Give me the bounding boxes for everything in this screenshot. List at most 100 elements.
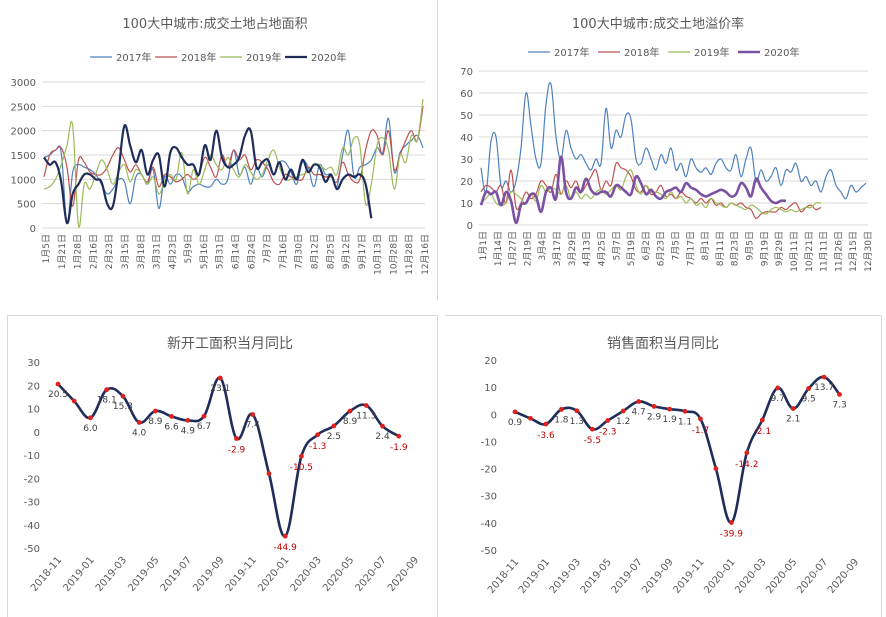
data-point [299,453,304,459]
chart-title: 100大中城市:成交土地溢价率 [572,16,744,32]
data-point [152,408,158,414]
data-label: 6.7 [197,422,211,432]
data-point [667,406,672,412]
data-point [363,403,369,408]
data-label: 1.2 [616,417,630,427]
panel-border [437,315,438,617]
x-tick-label: 1月14日 [493,231,504,266]
x-tick-label: 2018-11 [486,557,521,596]
x-tick-label: 2019-07 [610,557,645,596]
y-tick-label: -40 [481,519,497,530]
series-line [514,375,841,524]
legend-label: 2018年 [181,51,216,64]
y-tick-label: 500 [17,200,36,211]
data-point [234,436,239,441]
x-tick-label: 9月29日 [774,231,785,266]
data-point [266,471,272,476]
x-tick-label: 2020-01 [256,555,291,594]
x-tick-label: 3月31日 [152,234,163,269]
data-label: 2.4 [375,432,390,442]
x-tick-label: 2019-07 [159,555,194,594]
x-tick-label: 9月19日 [759,231,770,266]
panel-border [445,315,881,316]
y-tick-label: 10 [460,199,473,210]
x-tick-label: 7月7日 [262,234,273,263]
data-point [55,381,61,387]
data-point [104,387,110,393]
data-label: 18.1 [97,396,117,406]
y-tick-label: 0 [467,221,473,232]
x-tick-label: 2019-01 [517,557,552,596]
data-label: -5.5 [583,436,601,446]
x-tick-label: 4月25日 [597,231,608,266]
panel-border [881,315,882,617]
x-tick-label: 5月31日 [215,234,226,269]
y-tick-label: 40 [460,133,473,144]
y-tick-label: 20 [460,177,473,188]
x-tick-label: 12月30日 [863,231,874,272]
data-point [201,413,207,419]
series-line-2019年 [480,169,822,215]
x-tick-label: 11月11日 [819,231,830,272]
data-point [315,432,321,438]
x-tick-label: 8月25日 [325,234,336,269]
data-label: 1.3 [570,417,584,427]
x-tick-label: 2020-07 [354,555,389,594]
data-label: -3.6 [537,431,555,441]
y-tick-label: 30 [27,358,40,369]
data-point [837,392,842,397]
data-label: 13.7 [814,383,834,393]
data-point [682,408,688,414]
data-label: 4.9 [181,426,196,436]
y-tick-label: 0 [30,224,36,235]
data-label: 4.0 [132,428,147,438]
data-point [759,417,765,423]
x-tick-label: 9月12日 [341,234,352,269]
data-point [396,433,402,439]
data-label: -14.2 [735,460,758,470]
data-point [136,420,142,425]
data-point [589,426,595,432]
data-label: -1.3 [309,442,327,452]
x-tick-label: 2019-09 [641,557,676,596]
data-point [528,415,533,421]
data-label: 9.5 [801,395,815,405]
x-tick-label: 12月15日 [848,231,859,272]
data-label: -10.5 [290,463,313,473]
data-point [250,412,256,417]
data-label: -2.1 [753,427,771,437]
x-tick-label: 3月18日 [136,234,147,269]
data-label: -2.9 [228,445,246,455]
x-tick-label: 9月5日 [745,231,756,260]
y-tick-label: 2500 [11,102,36,113]
data-point [169,414,174,419]
y-tick-label: 10 [484,383,497,394]
x-tick-label: 10月28日 [388,234,399,275]
x-tick-label: 4月23日 [167,234,178,269]
legend-label: 2017年 [554,46,589,59]
y-tick-label: -10 [481,437,497,448]
legend-label: 2020年 [764,46,799,59]
sales-area-chart-panel: 销售面积当月同比 -50 -40 -30 -20 -10 0 10 20 2018-11 2019-… [443,308,886,617]
x-tick-label: 10月11日 [789,231,800,272]
data-label: 11.3 [356,411,376,421]
x-tick-label: 8月11日 [715,231,726,266]
land-premium-chart-panel: 100大中城市:成交土地溢价率 2017年 2018年 2019年 2020年 0 10 20… [443,0,886,300]
data-point [185,417,191,423]
data-label: -1.9 [390,443,408,453]
x-tick-label: 2020-09 [386,555,421,594]
data-point [88,415,93,421]
data-label: 15.3 [113,402,133,412]
y-tick-label: 30 [460,155,473,166]
data-label: 7.4 [246,421,261,431]
legend-label: 2017年 [116,51,151,64]
y-tick-label: 1000 [11,175,36,186]
panel-divider [437,0,438,300]
x-tick-label: 2019-05 [579,557,614,596]
y-tick-label: -10 [24,451,40,462]
y-tick-label: 1500 [11,151,36,162]
x-tick-label: 2019-03 [94,555,129,594]
chart-title: 新开工面积当月同比 [167,336,293,352]
data-label: 9.7 [771,394,785,404]
x-tick-label: 2020-09 [826,557,861,596]
